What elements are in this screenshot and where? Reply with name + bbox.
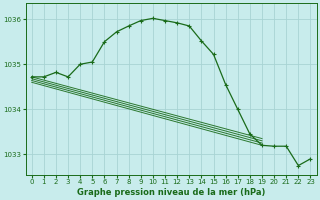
X-axis label: Graphe pression niveau de la mer (hPa): Graphe pression niveau de la mer (hPa): [77, 188, 265, 197]
